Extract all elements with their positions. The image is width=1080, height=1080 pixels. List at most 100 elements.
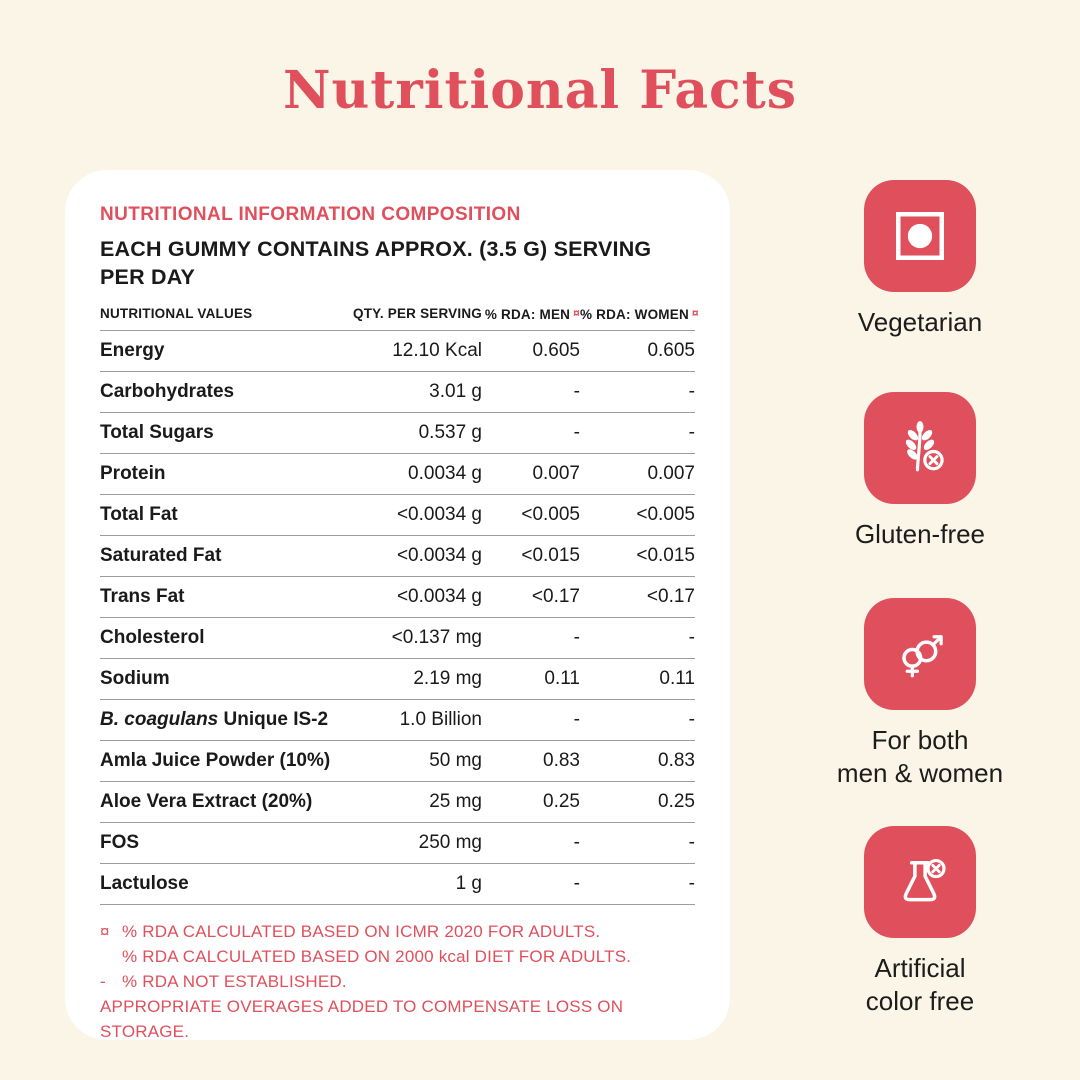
footnote-text: % RDA CALCULATED BASED ON ICMR 2020 FOR … xyxy=(122,921,601,941)
both-genders-icon-glyph xyxy=(902,635,943,678)
artificial-color-free-icon xyxy=(864,826,976,938)
row-qty: 50 mg xyxy=(429,749,482,771)
table-row: Sodium 2.19 mg 0.11 0.11 xyxy=(100,659,695,700)
table-row: Amla Juice Powder (10%) 50 mg 0.83 0.83 xyxy=(100,741,695,782)
row-rda-men: 0.007 xyxy=(532,462,580,484)
panel-heading: NUTRITIONAL INFORMATION COMPOSITION xyxy=(100,204,521,225)
row-label: Total Sugars xyxy=(100,421,214,443)
rda-symbol-women: ¤ xyxy=(691,305,699,320)
footnote-text: % RDA CALCULATED BASED ON 2000 kcal DIET… xyxy=(122,946,632,966)
row-qty: 250 mg xyxy=(418,831,482,853)
row-rda-women: - xyxy=(688,831,695,853)
row-qty: 0.537 g xyxy=(418,421,482,443)
row-label: Aloe Vera Extract (20%) xyxy=(100,790,313,812)
table-row: FOS 250 mg - - xyxy=(100,823,695,864)
row-rda-men: - xyxy=(573,380,580,402)
row-label-italic: B. coagulans xyxy=(100,708,219,730)
row-rda-women: <0.17 xyxy=(646,585,695,607)
vegetarian-icon xyxy=(864,180,976,292)
table-row: Cholesterol <0.137 mg - - xyxy=(100,618,695,659)
row-rda-women: - xyxy=(688,380,695,402)
row-rda-men: - xyxy=(573,421,580,443)
row-label: FOS xyxy=(100,831,140,853)
row-rda-men: <0.005 xyxy=(521,503,580,525)
badge-label: Vegetarian xyxy=(857,307,983,337)
row-label: Saturated Fat xyxy=(100,544,222,566)
table-row: Trans Fat <0.0034 g <0.17 <0.17 xyxy=(100,577,695,618)
table-row: Energy 12.10 Kcal 0.605 0.605 xyxy=(100,331,695,372)
table-row: Lactulose 1 g - - xyxy=(100,864,695,905)
row-label: Cholesterol xyxy=(100,626,205,648)
panel-subheading: EACH GUMMY CONTAINS APPROX. (3.5 G) SERV… xyxy=(100,237,652,290)
row-qty: <0.0034 g xyxy=(396,503,482,525)
row-qty: 25 mg xyxy=(429,790,482,812)
header-rda-women-text: % RDA: WOMEN xyxy=(580,306,689,322)
table-row: Saturated Fat <0.0034 g <0.015 <0.015 xyxy=(100,536,695,577)
row-rda-women: - xyxy=(688,708,695,730)
row-qty: 0.0034 g xyxy=(408,462,482,484)
artificial-color-free-icon-glyph xyxy=(903,858,946,902)
row-rda-women: - xyxy=(688,421,695,443)
row-rda-men: 0.11 xyxy=(544,667,580,689)
row-rda-men: <0.015 xyxy=(521,544,580,566)
table-row: Protein 0.0034 g 0.007 0.007 xyxy=(100,454,695,495)
badge-label: Artificial color free xyxy=(865,953,975,1016)
row-label: Lactulose xyxy=(100,872,189,894)
row-label: B. coagulans Unique IS-2 xyxy=(100,709,342,731)
row-rda-women: 0.11 xyxy=(659,667,695,689)
row-rda-women: <0.005 xyxy=(636,503,695,525)
row-qty: 2.19 mg xyxy=(413,667,482,689)
table-row: Total Sugars 0.537 g - - xyxy=(100,413,695,454)
row-qty: 1 g xyxy=(455,872,482,894)
nutrition-panel: NUTRITIONAL INFORMATION COMPOSITION EACH… xyxy=(65,170,730,1041)
table-row: Total Fat <0.0034 g <0.005 <0.005 xyxy=(100,495,695,536)
row-qty: 3.01 g xyxy=(429,380,482,402)
footnote-text: % RDA NOT ESTABLISHED. xyxy=(122,971,347,991)
row-rda-men: - xyxy=(573,872,580,894)
header-rda-men-text: % RDA: MEN xyxy=(484,306,571,322)
table-row: B. coagulans Unique IS-2 1.0 Billion - - xyxy=(100,700,695,741)
table-row: Aloe Vera Extract (20%) 25 mg 0.25 0.25 xyxy=(100,782,695,823)
row-qty: 1.0 Billion xyxy=(399,708,482,730)
footnote-bullet: - xyxy=(100,971,106,991)
badge-artificial-color-free: Artificial color free xyxy=(790,826,1050,1017)
row-label: Carbohydrates xyxy=(100,380,235,402)
row-rda-women: 0.83 xyxy=(658,749,695,771)
row-label: Sodium xyxy=(100,667,170,689)
row-label: Trans Fat xyxy=(100,585,185,607)
nutrition-table: NUTRITIONAL VALUES QTY. PER SERVING % RD… xyxy=(100,300,699,905)
row-rda-women: 0.25 xyxy=(658,790,695,812)
row-label: Total Fat xyxy=(100,503,178,525)
badge-gluten-free: Gluten-free xyxy=(790,392,1050,551)
gluten-free-icon-glyph xyxy=(905,421,944,472)
header-qty-per-serving: QTY. PER SERVING xyxy=(353,306,482,322)
footnote-text: APPROPRIATE OVERAGES ADDED TO COMPENSATE… xyxy=(100,996,624,1041)
footnote: % RDA CALCULATED BASED ON 2000 kcal DIET… xyxy=(100,944,695,969)
badge-both-genders: For both men & women xyxy=(790,598,1050,789)
row-qty: 12.10 Kcal xyxy=(392,339,482,361)
header-rda-men: % RDA: MEN ¤ xyxy=(482,306,580,322)
badge-vegetarian: Vegetarian xyxy=(790,180,1050,339)
row-rda-men: 0.605 xyxy=(532,339,580,361)
row-rda-men: <0.17 xyxy=(531,585,580,607)
footnote: APPROPRIATE OVERAGES ADDED TO COMPENSATE… xyxy=(100,994,695,1044)
page-title: Nutritional Facts xyxy=(282,60,798,121)
table-row: Carbohydrates 3.01 g - - xyxy=(100,372,695,413)
row-rda-women: - xyxy=(688,872,695,894)
row-rda-men: - xyxy=(573,626,580,648)
rda-symbol-men: ¤ xyxy=(573,305,580,320)
row-rda-women: - xyxy=(688,626,695,648)
row-rda-women: 0.007 xyxy=(647,462,695,484)
row-label: Amla Juice Powder (10%) xyxy=(100,749,331,771)
row-qty: <0.137 mg xyxy=(391,626,482,648)
header-nutritional-values: NUTRITIONAL VALUES xyxy=(100,306,253,322)
footnote: - % RDA NOT ESTABLISHED. xyxy=(100,969,695,994)
footnote: ¤ % RDA CALCULATED BASED ON ICMR 2020 FO… xyxy=(100,919,695,944)
header-rda-women: % RDA: WOMEN ¤ xyxy=(580,306,699,322)
row-rda-men: 0.25 xyxy=(543,790,580,812)
table-header-row: NUTRITIONAL VALUES QTY. PER SERVING % RD… xyxy=(100,300,699,331)
footnote-bullet: ¤ xyxy=(100,921,110,941)
row-qty: <0.0034 g xyxy=(396,544,482,566)
footnote-bullet xyxy=(100,944,122,969)
